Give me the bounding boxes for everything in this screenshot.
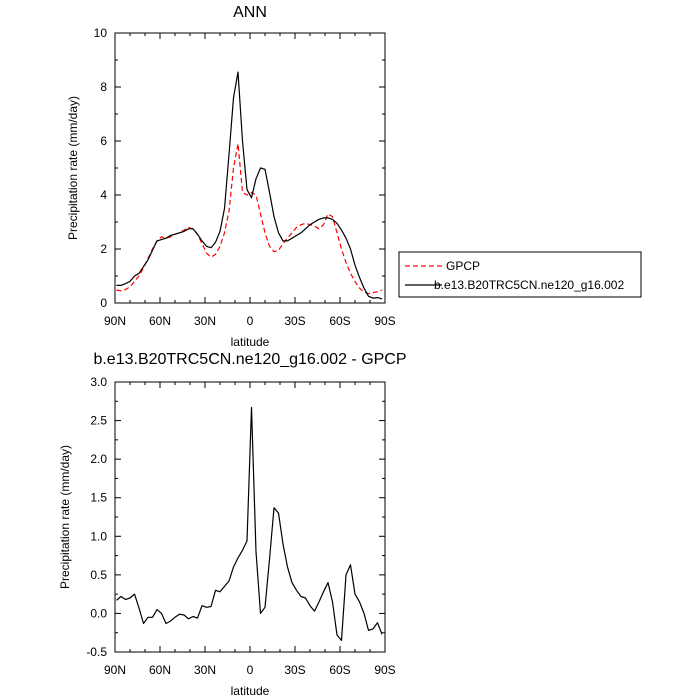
bottom-chart-title: b.e13.B20TRC5CN.ne120_g16.002 - GPCP bbox=[93, 351, 406, 368]
bottom-y-tick-label: 2.5 bbox=[90, 414, 107, 428]
top-y-tick-label: 10 bbox=[94, 26, 108, 40]
top-x-tick-label: 90N bbox=[104, 314, 126, 328]
top-plot-frame bbox=[114, 32, 386, 304]
top-x-axis-label: latitude bbox=[231, 335, 270, 349]
top-x-tick-label: 30N bbox=[194, 314, 216, 328]
bottom-y-tick-label: 0.5 bbox=[90, 568, 107, 582]
top-y-tick-label: 6 bbox=[100, 134, 107, 148]
top-y-axis-label: Precipitation rate (mm/day) bbox=[66, 96, 80, 240]
bottom-y-tick-label: 3.0 bbox=[90, 375, 107, 389]
bottom-plot-frame bbox=[114, 381, 386, 653]
legend-label-model: b.e13.B20TRC5CN.ne120_g16.002 bbox=[434, 278, 624, 292]
bottom-y-tick-label: 1.5 bbox=[90, 491, 107, 505]
bottom-panel: b.e13.B20TRC5CN.ne120_g16.002 - GPCP lat… bbox=[58, 351, 407, 698]
top-y-tick-label: 0 bbox=[100, 296, 107, 310]
top-x-tick-label: 90S bbox=[374, 314, 395, 328]
top-y-tick-label: 8 bbox=[100, 80, 107, 94]
top-chart-title: ANN bbox=[233, 4, 267, 21]
bottom-x-tick-label: 60S bbox=[329, 663, 350, 677]
bottom-x-tick-label: 90S bbox=[374, 663, 395, 677]
bottom-x-tick-label: 60N bbox=[149, 663, 171, 677]
top-x-tick-label: 60S bbox=[329, 314, 350, 328]
bottom-x-tick-label: 30S bbox=[284, 663, 305, 677]
top-y-tick-label: 2 bbox=[100, 242, 107, 256]
top-x-tick-label: 30S bbox=[284, 314, 305, 328]
bottom-x-tick-label: 30N bbox=[194, 663, 216, 677]
bottom-y-tick-label: 2.0 bbox=[90, 452, 107, 466]
legend: GPCP b.e13.B20TRC5CN.ne120_g16.002 bbox=[398, 251, 642, 298]
bottom-y-tick-label: 1.0 bbox=[90, 529, 107, 543]
bottom-y-axis-label: Precipitation rate (mm/day) bbox=[58, 445, 72, 589]
top-series-line-0 bbox=[116, 143, 383, 295]
top-x-tick-label: 0 bbox=[247, 314, 254, 328]
top-panel: ANN latitude Precipitation rate (mm/day)… bbox=[66, 4, 396, 349]
bottom-x-axis-label: latitude bbox=[231, 684, 270, 698]
legend-label-gpcp: GPCP bbox=[446, 259, 480, 273]
bottom-y-tick-label: -0.5 bbox=[86, 645, 107, 659]
bottom-x-tick-label: 0 bbox=[247, 663, 254, 677]
bottom-y-tick-label: 0.0 bbox=[90, 606, 107, 620]
legend-box bbox=[398, 251, 642, 298]
bottom-series-line-0 bbox=[116, 406, 383, 642]
top-x-tick-label: 60N bbox=[149, 314, 171, 328]
top-y-tick-label: 4 bbox=[100, 188, 107, 202]
bottom-x-tick-label: 90N bbox=[104, 663, 126, 677]
top-series-line-1 bbox=[116, 71, 383, 300]
